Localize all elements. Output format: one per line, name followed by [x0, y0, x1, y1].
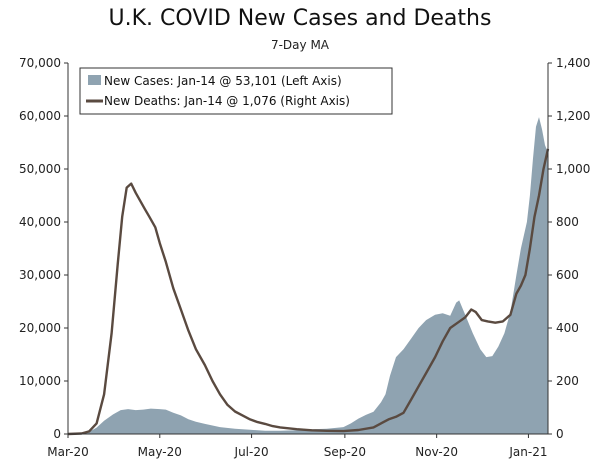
legend-swatch-cases	[88, 75, 101, 85]
right-tick-label: 0	[556, 427, 564, 441]
right-tick-label: 200	[556, 374, 579, 388]
legend: New Cases: Jan-14 @ 53,101 (Left Axis) N…	[79, 67, 393, 115]
x-tick-label: Sep-20	[324, 445, 366, 459]
right-tick-label: 1,400	[556, 56, 590, 70]
legend-box	[79, 67, 393, 115]
series-new-deaths-line	[67, 148, 550, 436]
legend-label-cases: New Cases: Jan-14 @ 53,101 (Left Axis)	[104, 74, 342, 88]
left-tick-label: 50,000	[19, 162, 61, 176]
series-layer	[67, 117, 550, 436]
right-tick-label: 1,200	[556, 109, 590, 123]
series-new-cases-area	[68, 117, 548, 434]
chart-title: U.K. COVID New Cases and Deaths	[108, 6, 492, 31]
left-tick-label: 60,000	[19, 109, 61, 123]
left-tick-label: 20,000	[19, 321, 61, 335]
x-tick-label: Jan-21	[508, 445, 547, 459]
left-tick-label: 10,000	[19, 374, 61, 388]
x-tick-label: Jul-20	[234, 445, 269, 459]
left-tick-label: 30,000	[19, 268, 61, 282]
left-tick-label: 70,000	[19, 56, 61, 70]
left-tick-label: 40,000	[19, 215, 61, 229]
x-tick-label: Mar-20	[47, 445, 88, 459]
right-tick-label: 1,000	[556, 162, 590, 176]
x-tick-label: Nov-20	[415, 445, 458, 459]
legend-label-deaths: New Deaths: Jan-14 @ 1,076 (Right Axis)	[104, 94, 350, 108]
right-tick-label: 600	[556, 268, 579, 282]
x-tick-label: May-20	[138, 445, 182, 459]
chart-subtitle: 7-Day MA	[270, 38, 330, 52]
left-tick-label: 0	[53, 427, 61, 441]
axes-layer: 0 10,000 20,000 30,000 40,000 50,000 60,000 70,…	[19, 56, 590, 459]
right-tick-label: 400	[556, 321, 579, 335]
right-tick-label: 800	[556, 215, 579, 229]
